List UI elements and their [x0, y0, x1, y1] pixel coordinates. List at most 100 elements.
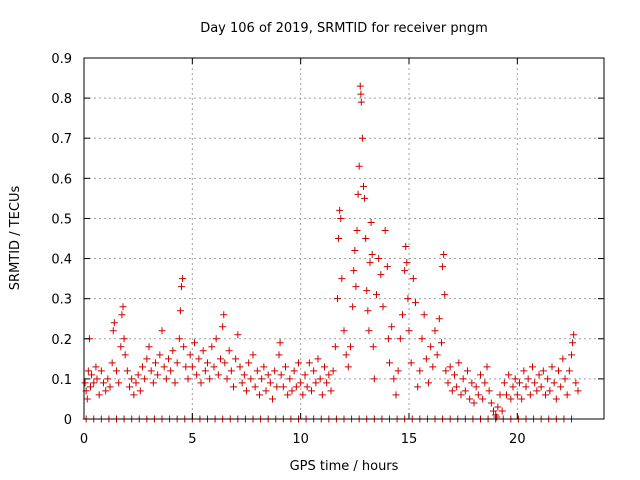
data-point: [145, 343, 153, 351]
data-point: [468, 379, 476, 387]
data-point: [383, 263, 391, 271]
data-point: [321, 363, 328, 371]
data-point: [249, 351, 257, 359]
data-point: [308, 387, 315, 395]
data-point: [390, 375, 398, 383]
data-point: [90, 379, 98, 387]
data-point: [325, 371, 333, 379]
data-point: [459, 375, 467, 383]
data-point: [247, 375, 255, 383]
data-point: [173, 359, 181, 367]
data-point: [110, 319, 118, 327]
y-tick-label: 0.9: [51, 52, 72, 67]
data-point: [444, 379, 452, 387]
data-point: [264, 371, 272, 379]
data-point: [403, 259, 411, 267]
data-point: [279, 383, 287, 391]
data-point: [416, 367, 424, 375]
data-point: [490, 407, 497, 415]
data-point: [440, 251, 448, 259]
data-point: [420, 311, 428, 319]
data-point: [362, 235, 370, 242]
data-point: [505, 371, 513, 379]
data-point: [535, 371, 543, 379]
y-tick-label: 0.3: [51, 293, 72, 308]
data-point: [353, 226, 361, 234]
x-tick-label: 10: [292, 432, 309, 447]
data-point: [429, 363, 437, 371]
data-point: [384, 335, 392, 343]
data-point: [323, 379, 331, 387]
data-point: [386, 359, 393, 367]
data-point: [165, 355, 172, 363]
x-tick-label: 5: [188, 432, 196, 447]
data-point: [442, 367, 450, 375]
data-point: [513, 391, 521, 399]
data-point: [316, 375, 324, 383]
data-point: [201, 367, 209, 375]
data-point: [256, 391, 263, 399]
y-tick-label: 0.4: [51, 253, 72, 268]
data-point: [557, 383, 565, 391]
data-point: [439, 263, 447, 271]
y-tick-label: 0.8: [51, 92, 72, 107]
y-tick-label: 0.2: [51, 333, 72, 348]
data-point: [360, 182, 367, 190]
data-point: [276, 339, 284, 347]
data-point: [559, 355, 567, 363]
data-point: [520, 367, 528, 375]
data-point: [310, 367, 318, 375]
data-point: [117, 343, 125, 351]
data-point: [361, 194, 369, 202]
data-point: [570, 331, 578, 339]
data-point: [221, 359, 229, 367]
data-point: [412, 299, 419, 307]
data-point: [392, 391, 400, 399]
data-point: [370, 375, 378, 383]
data-point: [162, 375, 170, 383]
data-point: [100, 379, 107, 387]
data-point: [179, 275, 187, 283]
data-point: [284, 391, 292, 399]
data-point: [381, 226, 389, 234]
data-point: [191, 339, 198, 347]
data-point: [295, 359, 302, 367]
data-point: [269, 395, 276, 403]
data-point: [113, 367, 120, 375]
data-point: [402, 243, 410, 251]
data-point: [253, 367, 261, 375]
data-point: [115, 379, 123, 387]
data-point: [243, 387, 250, 395]
data-point: [210, 363, 218, 371]
data-point: [349, 303, 357, 311]
data-point: [299, 391, 307, 399]
data-point: [368, 251, 376, 259]
data-point: [334, 295, 341, 303]
data-point: [427, 343, 435, 351]
data-point: [446, 363, 454, 371]
data-point: [301, 371, 309, 379]
data-point: [184, 375, 192, 383]
data-point: [516, 379, 523, 387]
data-point: [438, 339, 445, 347]
data-point: [354, 190, 362, 198]
grid: [84, 57, 604, 419]
data-point: [455, 359, 463, 367]
data-point: [431, 327, 439, 335]
y-tick-label: 0: [64, 413, 72, 428]
data-point: [292, 383, 300, 391]
data-point: [451, 371, 458, 379]
data-point: [340, 327, 348, 335]
data-point: [171, 379, 179, 387]
data-point: [470, 399, 478, 407]
data-point: [356, 82, 364, 90]
data-point: [453, 383, 461, 391]
data-point: [225, 347, 233, 355]
data-point: [574, 387, 582, 395]
data-point: [494, 403, 502, 411]
data-point: [357, 98, 365, 106]
plot-frame: [83, 57, 605, 420]
data-point: [217, 355, 224, 363]
data-point: [365, 327, 373, 335]
data-point: [358, 134, 366, 142]
